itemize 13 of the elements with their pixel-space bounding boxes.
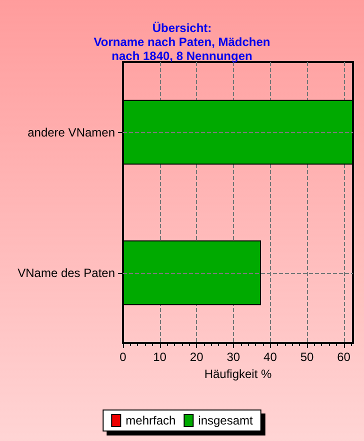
- x-axis-title: Häufigkeit %: [204, 366, 272, 381]
- legend-label: mehrfach: [126, 414, 176, 428]
- x-tick-label: 30: [226, 350, 240, 364]
- x-tick-label: 10: [153, 350, 167, 364]
- y-tick-label: andere VNamen: [28, 125, 115, 140]
- legend-label: insgesamt: [198, 414, 254, 428]
- x-tick-label: 20: [190, 350, 204, 364]
- x-tick-label: 50: [300, 350, 314, 364]
- y-tick-label: VName des Paten: [18, 266, 115, 280]
- x-tick-label: 60: [337, 350, 351, 364]
- x-tick-label: 40: [264, 350, 278, 364]
- x-tick-label: 0: [120, 350, 127, 364]
- chart-title: Übersicht: Vorname nach Paten, Mädchen nach 1840, 8 Nennungen: [94, 21, 270, 63]
